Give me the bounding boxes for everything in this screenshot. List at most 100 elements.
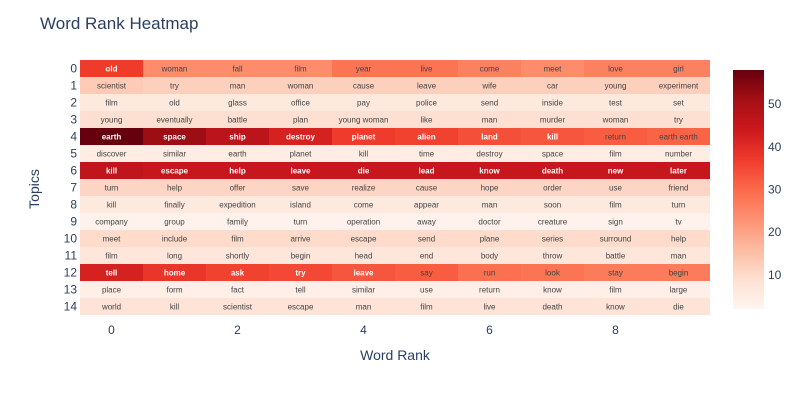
heatmap-cell bbox=[269, 196, 332, 213]
heatmap-cell bbox=[206, 179, 269, 196]
x-tick-label: 8 bbox=[612, 323, 619, 337]
cell-label: space bbox=[542, 150, 564, 159]
heatmap-cell bbox=[584, 77, 647, 94]
heatmap-cell bbox=[332, 179, 395, 196]
heatmap-cell bbox=[80, 60, 143, 77]
cell-label: operation bbox=[347, 218, 380, 227]
heatmap-cell bbox=[395, 60, 458, 77]
cell-label: appear bbox=[414, 201, 439, 210]
colorbar-tick-label: 50 bbox=[768, 97, 782, 111]
heatmap-cell bbox=[143, 230, 206, 247]
heatmap-cell bbox=[206, 230, 269, 247]
cell-label: old bbox=[106, 65, 118, 74]
cell-label: film bbox=[105, 99, 118, 108]
heatmap-cell bbox=[584, 111, 647, 128]
heatmap-cell bbox=[395, 196, 458, 213]
cell-label: earth bbox=[228, 150, 246, 159]
cell-label: series bbox=[542, 235, 563, 244]
heatmap-cell bbox=[269, 162, 332, 179]
cell-label: kill bbox=[547, 133, 558, 142]
heatmap-cell bbox=[647, 213, 710, 230]
cell-label: escape bbox=[351, 235, 377, 244]
cell-label: turn bbox=[672, 201, 686, 210]
heatmap-cell bbox=[206, 213, 269, 230]
cell-label: death bbox=[542, 303, 562, 312]
heatmap-cell bbox=[647, 145, 710, 162]
heatmap-cell bbox=[647, 128, 710, 145]
y-tick-label: 13 bbox=[64, 283, 78, 297]
cell-label: cause bbox=[353, 82, 375, 91]
heatmap-cell bbox=[206, 145, 269, 162]
cell-label: end bbox=[420, 252, 433, 261]
heatmap-cell bbox=[521, 264, 584, 281]
cell-label: year bbox=[356, 65, 372, 74]
cell-label: leave bbox=[290, 167, 311, 176]
cell-label: live bbox=[420, 65, 433, 74]
heatmap-cell bbox=[458, 179, 521, 196]
cell-label: use bbox=[609, 184, 622, 193]
heatmap-cell bbox=[521, 162, 584, 179]
cell-label: earth bbox=[102, 133, 122, 142]
cell-label: large bbox=[670, 286, 688, 295]
cell-label: come bbox=[354, 201, 374, 210]
cell-label: surround bbox=[600, 235, 632, 244]
heatmap-cell bbox=[269, 247, 332, 264]
cell-label: scientist bbox=[223, 303, 253, 312]
cell-label: shortly bbox=[226, 252, 250, 261]
heatmap-cell bbox=[521, 247, 584, 264]
x-tick-label: 4 bbox=[360, 323, 367, 337]
heatmap-cell bbox=[395, 94, 458, 111]
colorbar-ticks: 10 20 30 40 50 bbox=[768, 97, 782, 282]
heatmap-cell bbox=[521, 111, 584, 128]
heatmap-cell bbox=[584, 298, 647, 315]
heatmap-cell bbox=[80, 111, 143, 128]
cell-label: plane bbox=[480, 235, 500, 244]
cell-label: tv bbox=[675, 218, 681, 227]
heatmap-cell bbox=[647, 264, 710, 281]
y-tick-label: 7 bbox=[70, 181, 77, 195]
heatmap-cell bbox=[269, 111, 332, 128]
cell-label: turn bbox=[294, 218, 308, 227]
cell-label: land bbox=[481, 133, 498, 142]
heatmap-cell bbox=[395, 247, 458, 264]
heatmap-cell bbox=[458, 264, 521, 281]
heatmap-cell bbox=[458, 94, 521, 111]
cell-label: creature bbox=[538, 218, 568, 227]
cell-label: place bbox=[102, 286, 122, 295]
heatmap-cell bbox=[584, 179, 647, 196]
cell-label: inside bbox=[542, 99, 563, 108]
cell-label: film bbox=[609, 286, 622, 295]
cell-label: kill bbox=[359, 150, 369, 159]
colorbar-gradient bbox=[733, 70, 764, 309]
heatmap-cell bbox=[458, 128, 521, 145]
heatmap-cell bbox=[206, 264, 269, 281]
heatmap-cell bbox=[332, 213, 395, 230]
heatmap-cell bbox=[395, 111, 458, 128]
heatmap-cell bbox=[269, 213, 332, 230]
heatmap-cell bbox=[143, 145, 206, 162]
cell-label: alien bbox=[417, 133, 435, 142]
cell-label: arrive bbox=[290, 235, 311, 244]
cell-label: sign bbox=[608, 218, 623, 227]
cell-label: run bbox=[484, 269, 496, 278]
heatmap-cell bbox=[395, 128, 458, 145]
heatmap-cell bbox=[80, 179, 143, 196]
heatmap-cell bbox=[206, 60, 269, 77]
y-tick-label: 6 bbox=[70, 164, 77, 178]
cell-label: family bbox=[227, 218, 248, 227]
cell-label: ask bbox=[231, 269, 245, 278]
heatmap-cell bbox=[80, 162, 143, 179]
cell-label: new bbox=[608, 167, 624, 176]
cell-label: return bbox=[605, 133, 626, 142]
colorbar: 10 20 30 40 50 bbox=[733, 70, 782, 309]
cell-label: begin bbox=[669, 269, 689, 278]
cell-label: earth earth bbox=[659, 133, 698, 142]
cell-label: include bbox=[162, 235, 188, 244]
cell-label: like bbox=[420, 116, 433, 125]
cell-label: woman bbox=[287, 82, 314, 91]
heatmap-cell bbox=[143, 196, 206, 213]
heatmap-cell bbox=[206, 298, 269, 315]
heatmap-cell bbox=[269, 77, 332, 94]
colorbar-tick-label: 30 bbox=[768, 183, 782, 197]
